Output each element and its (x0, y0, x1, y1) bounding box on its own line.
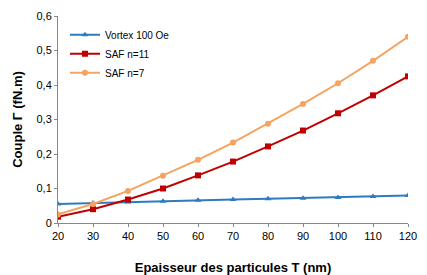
svg-text:60: 60 (192, 230, 204, 242)
svg-text:0,4: 0,4 (37, 79, 52, 91)
svg-text:SAF n=11: SAF n=11 (105, 49, 149, 60)
svg-text:0,5: 0,5 (37, 44, 52, 56)
svg-text:50: 50 (157, 230, 169, 242)
svg-text:0,2: 0,2 (37, 148, 52, 160)
svg-text:Epaisseur des particules T (nm: Epaisseur des particules T (nm) (135, 260, 332, 275)
svg-text:0,6: 0,6 (37, 10, 52, 22)
svg-text:0,1: 0,1 (37, 182, 52, 194)
svg-text:80: 80 (262, 230, 274, 242)
svg-text:SAF n=7: SAF n=7 (105, 68, 145, 79)
svg-text:Couple Γ (fN.m): Couple Γ (fN.m) (10, 71, 25, 168)
svg-text:120: 120 (399, 230, 417, 242)
svg-text:30: 30 (87, 230, 99, 242)
svg-text:0: 0 (46, 217, 52, 229)
svg-text:40: 40 (122, 230, 134, 242)
svg-text:90: 90 (297, 230, 309, 242)
svg-text:70: 70 (227, 230, 239, 242)
svg-text:Vortex 100 Oe: Vortex 100 Oe (105, 30, 169, 41)
svg-text:20: 20 (52, 230, 64, 242)
svg-text:0,3: 0,3 (37, 113, 52, 125)
svg-text:100: 100 (329, 230, 347, 242)
svg-text:110: 110 (364, 230, 382, 242)
